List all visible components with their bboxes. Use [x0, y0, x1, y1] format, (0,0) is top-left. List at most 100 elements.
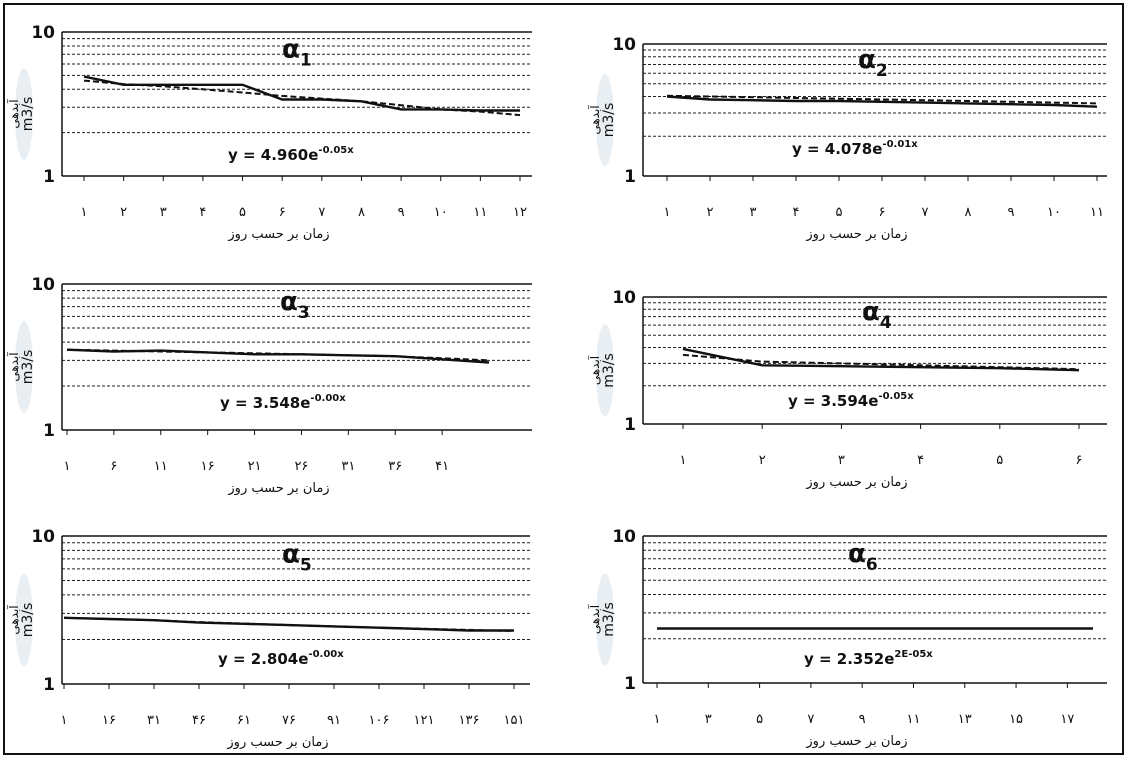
x-tick-label: ۳۱: [147, 713, 161, 728]
x-tick-label: ۱: [81, 205, 88, 220]
y-tick-label: 1: [43, 421, 55, 441]
x-tick-label: ۴۶: [192, 713, 206, 728]
x-tick-label: ۲: [120, 205, 127, 220]
x-tick-label: ۳: [705, 712, 712, 727]
y-tick-label: 10: [31, 23, 55, 43]
panel-title: α1: [282, 35, 312, 71]
x-tick-label: ۴: [199, 205, 206, 220]
x-tick-label: ۱۵۱: [504, 713, 525, 728]
x-axis-label: زمان بر حسب روز: [805, 734, 907, 749]
y-tick-label: 1: [624, 415, 636, 435]
watermark-shape: [596, 573, 614, 666]
trend-equation: y = 3.548e-0.00x: [220, 393, 346, 412]
chart-panel-5: 10 1 ۱ ۱۶ ۳۱ ۴۶ ۶۱ ۷۶ ۹۱ ۱۰۶ ۱۲۱ ۱۳۶ ۱۵۱ زمان بر حسب …: [6, 527, 530, 750]
series-line-dashed: [83, 79, 521, 117]
x-tick-label: ۹۱: [327, 713, 341, 728]
y-axis-label-unit: m3/s: [20, 603, 36, 638]
x-tick-label: ۷: [922, 205, 929, 220]
y-axis-label-fa: آبدهی: [587, 105, 602, 135]
x-tick-label: ۱۳: [958, 712, 972, 727]
x-tick-label: ۲: [759, 453, 766, 468]
x-tick-label: ۳: [160, 205, 167, 220]
y-tick-label: 1: [624, 674, 636, 694]
x-tick-label: ۱: [664, 205, 671, 220]
series-line-dashed: [66, 348, 490, 362]
trend-equation: y = 4.078e-0.01x: [792, 139, 918, 158]
chart-panel-4: 10 1 ۱ ۲ ۳ ۴ ۵ ۶ زمان بر حسب روز آبدهی m3/s α4 y = 3…: [587, 288, 1107, 490]
y-axis-label-fa: آبدهی: [6, 352, 21, 382]
x-tick-label: ۷: [807, 712, 814, 727]
panel-title: α6: [848, 539, 878, 575]
x-tick-label: ۳: [750, 205, 757, 220]
x-tick-label: ۹: [859, 712, 866, 727]
x-tick-label: ۸: [965, 205, 972, 220]
x-tick-label: ۱۰: [1047, 205, 1061, 220]
x-tick-label: ۴: [917, 453, 924, 468]
y-axis-label-fa: آبدهی: [6, 99, 21, 129]
series-line-solid: [666, 95, 1098, 108]
x-tick-label: ۲۱: [248, 459, 262, 474]
y-tick-label: 1: [43, 675, 55, 695]
x-tick-label: ۱۷: [1060, 712, 1074, 727]
watermark-shape: [15, 68, 33, 160]
x-tick-label: ۱۰: [434, 205, 448, 220]
y-tick-label: 1: [624, 167, 636, 187]
y-axis-label-unit: m3/s: [20, 350, 36, 385]
x-tick-label: ۸: [358, 205, 365, 220]
x-tick-label: ۵: [836, 205, 843, 220]
x-tick-label: ۱۱: [1090, 205, 1104, 220]
x-tick-label: ۳۶: [388, 459, 402, 474]
x-tick-label: ۱۱: [473, 205, 487, 220]
x-tick-label: ۱۲: [513, 205, 527, 220]
panel-title: α5: [282, 539, 312, 575]
y-axis-label-unit: m3/s: [601, 353, 617, 388]
watermark-shape: [596, 74, 614, 166]
x-axis-label: زمان بر حسب روز: [227, 227, 329, 242]
x-tick-label: ۱۳۶: [459, 713, 480, 728]
x-tick-label: ۱۶: [201, 459, 215, 474]
x-tick-label: ۱۱: [154, 459, 168, 474]
x-tick-label: ۱: [64, 459, 71, 474]
y-axis-label-unit: m3/s: [601, 602, 617, 637]
x-axis-label: زمان بر حسب روز: [226, 735, 328, 750]
figure-frame: [3, 3, 1124, 755]
chart-panel-2: 10 1 ۱ ۲ ۳ ۴ ۵ ۶ ۷ ۸ ۹ ۱۰ ۱۱ زمان بر حسب روز آبدهی m3/s…: [587, 35, 1107, 242]
x-tick-label: ۳: [838, 453, 845, 468]
x-tick-label: ۱۱: [906, 712, 920, 727]
x-tick-label: ۳۱: [341, 459, 355, 474]
series-line-solid: [682, 347, 1080, 372]
y-tick-label: 1: [43, 167, 55, 187]
x-tick-label: ۷۶: [282, 713, 296, 728]
panel-title: α3: [280, 287, 310, 323]
x-tick-label: ۶: [879, 205, 886, 220]
trend-equation: y = 2.352e2E-05x: [804, 649, 933, 668]
series-line-solid: [83, 75, 520, 112]
x-tick-label: ۶: [110, 459, 117, 474]
x-axis-label: زمان بر حسب روز: [227, 481, 329, 496]
x-tick-label: ۴۱: [435, 459, 449, 474]
x-tick-label: ۵: [239, 205, 246, 220]
x-axis-label: زمان بر حسب روز: [805, 475, 907, 490]
y-tick-label: 10: [612, 35, 636, 55]
x-tick-label: ۱۰۶: [369, 713, 390, 728]
x-tick-label: ۵: [756, 712, 763, 727]
series-line-dashed: [682, 353, 1080, 371]
x-tick-label: ۶: [1076, 453, 1083, 468]
x-tick-label: ۱۵: [1009, 712, 1023, 727]
y-tick-label: 10: [612, 288, 636, 308]
x-tick-label: ۶۱: [237, 713, 251, 728]
x-tick-label: ۹: [1008, 205, 1015, 220]
trend-equation: y = 2.804e-0.00x: [218, 649, 344, 668]
panel-title: α4: [862, 297, 892, 333]
watermark-shape: [15, 574, 33, 666]
x-tick-label: ۴: [793, 205, 800, 220]
y-tick-label: 10: [31, 275, 55, 295]
y-axis-label-fa: آبدهی: [6, 605, 21, 635]
x-tick-label: ۹: [398, 205, 405, 220]
x-tick-label: ۲۶: [294, 459, 308, 474]
x-tick-label: ۱۲۱: [414, 713, 435, 728]
